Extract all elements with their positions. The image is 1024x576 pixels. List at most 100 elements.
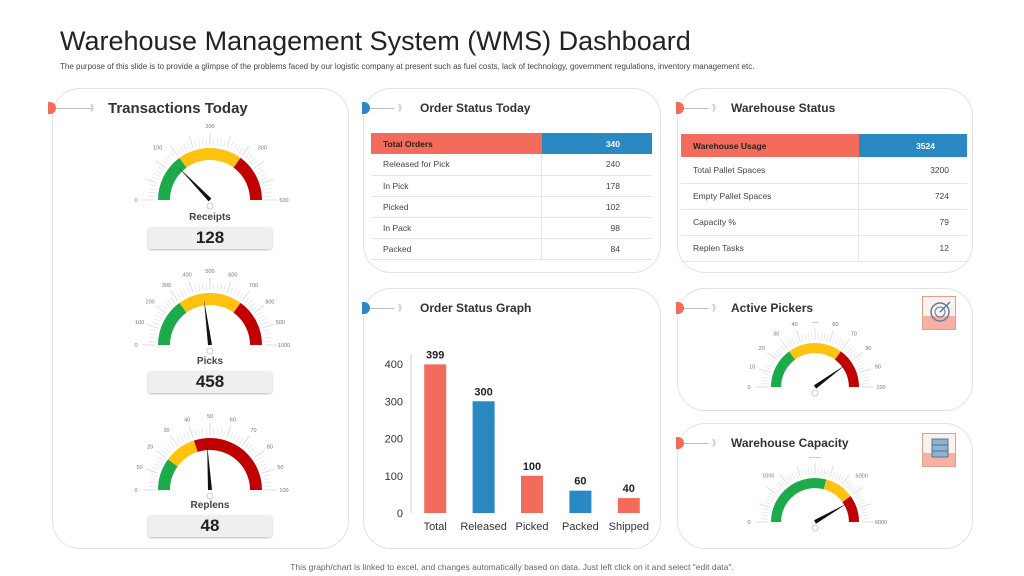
order-status-title: Order Status Today (420, 101, 531, 115)
gauge-tick-label: 500 (276, 320, 285, 326)
gauge-tick (859, 368, 872, 373)
active-pickers-gauge: 0 10 20 30 40 50 60 70 80 90 100 (747, 322, 886, 397)
gauge-needle (178, 166, 212, 202)
gauge-tick (258, 169, 265, 174)
gauge-tick-label: 500 (279, 198, 288, 204)
row-label: Packed (371, 238, 542, 260)
row-label: In Pick (371, 175, 542, 197)
gauge-tick (146, 468, 158, 474)
gauge-tick (262, 178, 274, 184)
gauge-tick (183, 288, 187, 296)
replens-gauge: 0 50 20 30 40 50 60 70 80 50 100 (134, 414, 289, 500)
active-pickers-title: Active Pickers (731, 301, 814, 315)
bar-data-label: 300 (474, 386, 492, 398)
gauge-tick (233, 288, 237, 296)
gauge-tick (247, 154, 253, 161)
gauge-tick (780, 345, 786, 351)
gauge-tick (149, 333, 157, 335)
gauge-tick (176, 292, 181, 299)
warehouse-capacity-title: Warehouse Capacity (731, 436, 849, 450)
gauge-tick (236, 145, 241, 152)
gauge-tick-label: 70 (250, 428, 256, 434)
gauge-tick (148, 481, 156, 484)
gauge-tick (259, 463, 267, 467)
gauge-tick (233, 433, 237, 441)
gauge-tick (823, 468, 826, 476)
gauge-tick (857, 363, 864, 368)
row-value: 98 (541, 217, 652, 239)
gauge-tick (779, 338, 788, 350)
gauge-tick-label: 100 (135, 320, 144, 326)
section-marker-icon (48, 102, 56, 114)
gauge-tick (769, 492, 776, 498)
gauge-tick (198, 429, 200, 437)
gauge-tick (170, 297, 176, 303)
row-value: 240 (541, 154, 652, 176)
table-header-row: Warehouse Usage 3524 (681, 134, 967, 157)
gauge-tick (201, 428, 204, 436)
gauge-tick-label: 0 (747, 520, 750, 526)
section-marker-icon (676, 437, 684, 449)
order-status-table: Total Orders 340 Released for Pick 240 In … (371, 133, 652, 260)
bar-data-label: 399 (426, 349, 444, 361)
header-value: 3524 (858, 134, 967, 157)
gauge-tick-label: 50 (207, 414, 213, 420)
gauge-band-yellow (167, 440, 198, 467)
picks-label: Picks (196, 356, 224, 367)
gauge-tick (157, 166, 164, 171)
x-tick-label: Total (424, 521, 447, 533)
gauge-tick (183, 143, 187, 151)
gauge-tick (263, 184, 271, 187)
chevrons-icon: ))) (398, 103, 402, 112)
gauge-tick-label: 0 (134, 488, 137, 494)
gauge-tick (244, 442, 250, 448)
gauge-tick (194, 139, 197, 147)
picks-value: 458 (148, 371, 272, 393)
gauge-tick (252, 450, 258, 456)
gauge-tick (162, 450, 168, 456)
table-row: In Pick 178 (371, 175, 652, 197)
gauge-tick (149, 474, 157, 477)
gauge-tick-label: 6000 (875, 520, 887, 526)
gauge-tick (859, 503, 872, 508)
gauge-tick (837, 474, 842, 481)
row-label: Picked (371, 196, 542, 218)
gauge-tick (153, 318, 161, 322)
gauge-needle (203, 299, 212, 346)
gauge-tick (167, 154, 173, 161)
gauge-tick (167, 299, 173, 306)
gauge-tick-label: 600 (228, 273, 237, 279)
table-header-row: Total Orders 340 (371, 133, 652, 154)
gauge-tick (226, 136, 232, 148)
gauge-tick (186, 432, 191, 439)
gauge-tick (149, 184, 157, 187)
gauge-tick-label: 700 (249, 283, 258, 289)
gauge-tick (861, 511, 869, 514)
gauge-pivot (206, 202, 214, 210)
gauge-band-green (158, 302, 187, 345)
section-marker-icon (676, 102, 684, 114)
gauge-tick (807, 333, 810, 341)
warehouse-capacity-gauge: 0 1000 3000 5000 6000 (747, 457, 887, 532)
y-tick-label: 100 (385, 471, 403, 483)
gauge-tick (801, 334, 804, 342)
gauge-tick (788, 474, 793, 481)
gauge-tick (262, 323, 274, 329)
gauge-tick (186, 287, 191, 294)
gauge-tick (839, 341, 845, 348)
gauge-tick (179, 145, 184, 152)
gauge-tick (767, 360, 774, 365)
gauge-tick (861, 514, 869, 517)
gauge-tick-label: 50 (137, 465, 143, 471)
gauge-tick (223, 284, 226, 292)
row-value: 3200 (858, 157, 967, 184)
gauge-tick (254, 305, 265, 314)
gauge-pivot (206, 492, 214, 500)
gauge-tick (762, 373, 770, 376)
gauge-tick (162, 160, 168, 166)
bar-picked (521, 475, 543, 513)
gauge-tick (252, 305, 258, 311)
gauge-tick (155, 314, 162, 319)
gauge-tick (155, 450, 166, 459)
gauge-tick (854, 357, 861, 363)
